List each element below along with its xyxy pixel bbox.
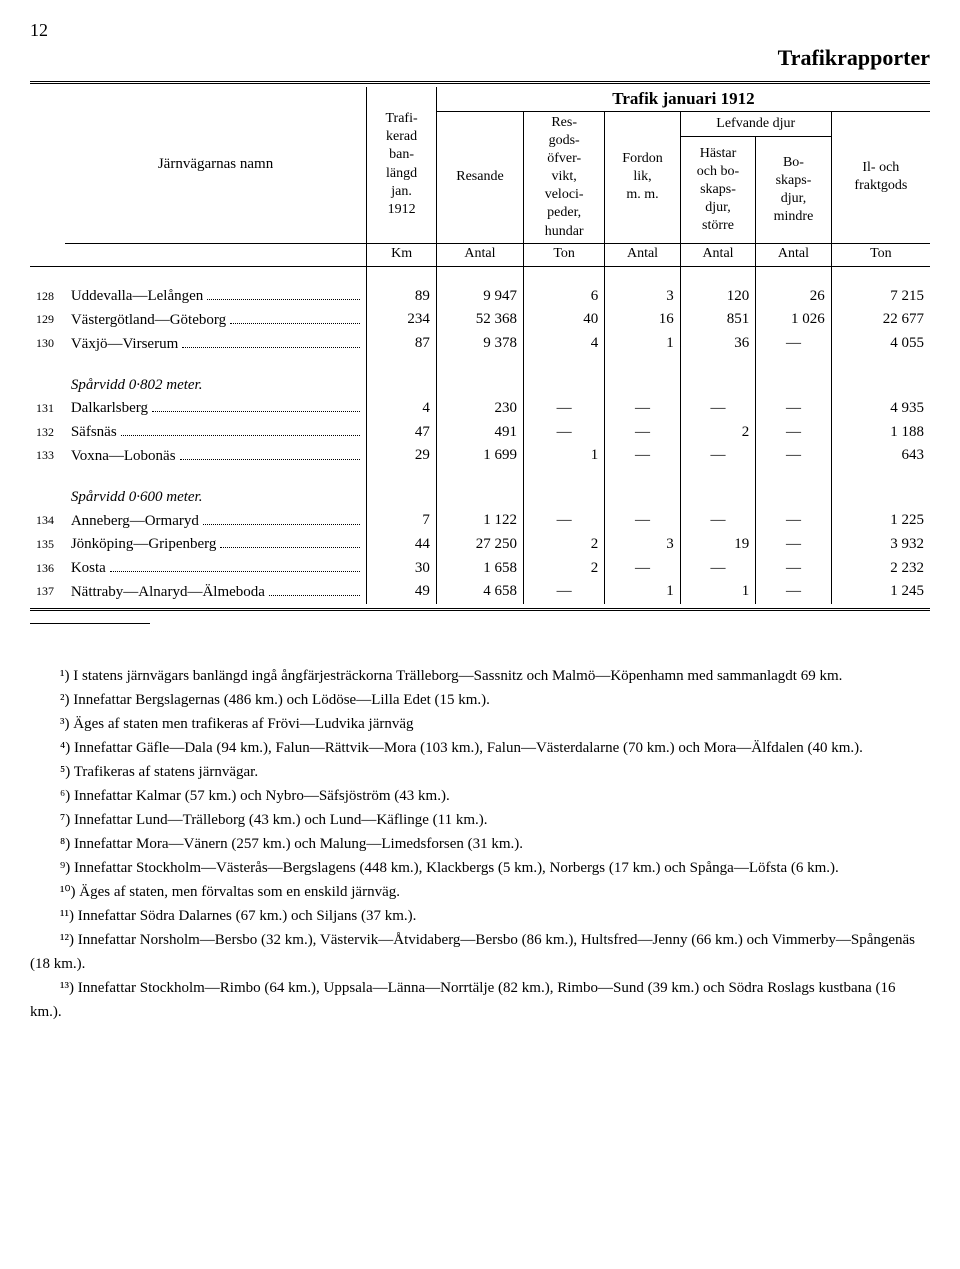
traffic-table: Järnvägarnas namn Trafi- kerad ban- läng… bbox=[30, 81, 930, 611]
traffic-title: Trafik januari 1912 bbox=[436, 87, 930, 112]
col-fordon: Fordon lik, m. m. bbox=[605, 111, 680, 243]
footnote: ³) Äges af staten men trafikeras af Fröv… bbox=[30, 712, 930, 736]
footnote-rule bbox=[30, 623, 150, 624]
unit-antal: Antal bbox=[680, 243, 755, 266]
footnote: ¹²) Innefattar Norsholm—Bersbo (32 km.),… bbox=[30, 928, 930, 976]
footnote: ⁴) Innefattar Gäfle—Dala (94 km.), Falun… bbox=[30, 736, 930, 760]
footnote: ⁹) Innefattar Stockholm—Västerås—Bergsla… bbox=[30, 856, 930, 880]
unit-ton: Ton bbox=[831, 243, 930, 266]
footnote: ⁷) Innefattar Lund—Trälleborg (43 km.) o… bbox=[30, 808, 930, 832]
unit-antal: Antal bbox=[756, 243, 831, 266]
footnote: ⁸) Innefattar Mora—Vänern (257 km.) och … bbox=[30, 832, 930, 856]
col-ilgods: Il- och fraktgods bbox=[831, 111, 930, 243]
table-row: 132Säfsnäs47491——2—1 188 bbox=[30, 420, 930, 444]
table-row: 134Anneberg—Ormaryd71 122————1 225 bbox=[30, 509, 930, 533]
footnotes: ¹) I statens järnvägars banlängd ingå ån… bbox=[30, 664, 930, 1024]
col-trafikerad: Trafi- kerad ban- längd jan. 1912 bbox=[367, 87, 437, 244]
unit-km: Km bbox=[367, 243, 437, 266]
footnote: ⁵) Trafikeras af statens järnvägar. bbox=[30, 760, 930, 784]
col-boskap: Bo- skaps- djur, mindre bbox=[756, 137, 831, 244]
table-row: 133Voxna—Lobonäs291 6991———643 bbox=[30, 444, 930, 468]
page-title: Trafikrapporter bbox=[30, 45, 930, 71]
footnote: ¹³) Innefattar Stockholm—Rimbo (64 km.),… bbox=[30, 976, 930, 1024]
footnote: ¹⁰) Äges af staten, men förvaltas som en… bbox=[30, 880, 930, 904]
table-row: 130Växjö—Virserum879 3784136—4 055 bbox=[30, 332, 930, 356]
table-row: 128Uddevalla—Lelången899 94763120267 215 bbox=[30, 284, 930, 308]
col-resgods: Res- gods- öfver- vikt, veloci- peder, h… bbox=[524, 111, 605, 243]
col-hastar: Hästar och bo- skaps- djur, större bbox=[680, 137, 755, 244]
section-heading: Spårvidd 0·802 meter. bbox=[65, 374, 367, 397]
footnote: ¹¹) Innefattar Södra Dalarnes (67 km.) o… bbox=[30, 904, 930, 928]
footnote: ⁶) Innefattar Kalmar (57 km.) och Nybro—… bbox=[30, 784, 930, 808]
footnote: ¹) I statens järnvägars banlängd ingå ån… bbox=[30, 664, 930, 688]
section-heading: Spårvidd 0·600 meter. bbox=[65, 486, 367, 509]
table-row: 129Västergötland—Göteborg23452 368401685… bbox=[30, 308, 930, 332]
footnote: ²) Innefattar Bergslagernas (486 km.) oc… bbox=[30, 688, 930, 712]
table-row: 137Nättraby—Alnaryd—Älmeboda494 658—11—1… bbox=[30, 580, 930, 604]
table-row: 135Jönköping—Gripenberg4427 2502319—3 93… bbox=[30, 533, 930, 557]
unit-antal: Antal bbox=[605, 243, 680, 266]
page-number: 12 bbox=[30, 20, 930, 41]
unit-antal: Antal bbox=[436, 243, 523, 266]
col-lefvande: Lefvande djur bbox=[680, 111, 831, 137]
unit-ton: Ton bbox=[524, 243, 605, 266]
table-row: 131Dalkarlsberg4230————4 935 bbox=[30, 397, 930, 421]
col-resande: Resande bbox=[436, 111, 523, 243]
railway-header: Järnvägarnas namn bbox=[65, 87, 367, 244]
table-row: 136Kosta301 6582———2 232 bbox=[30, 556, 930, 580]
